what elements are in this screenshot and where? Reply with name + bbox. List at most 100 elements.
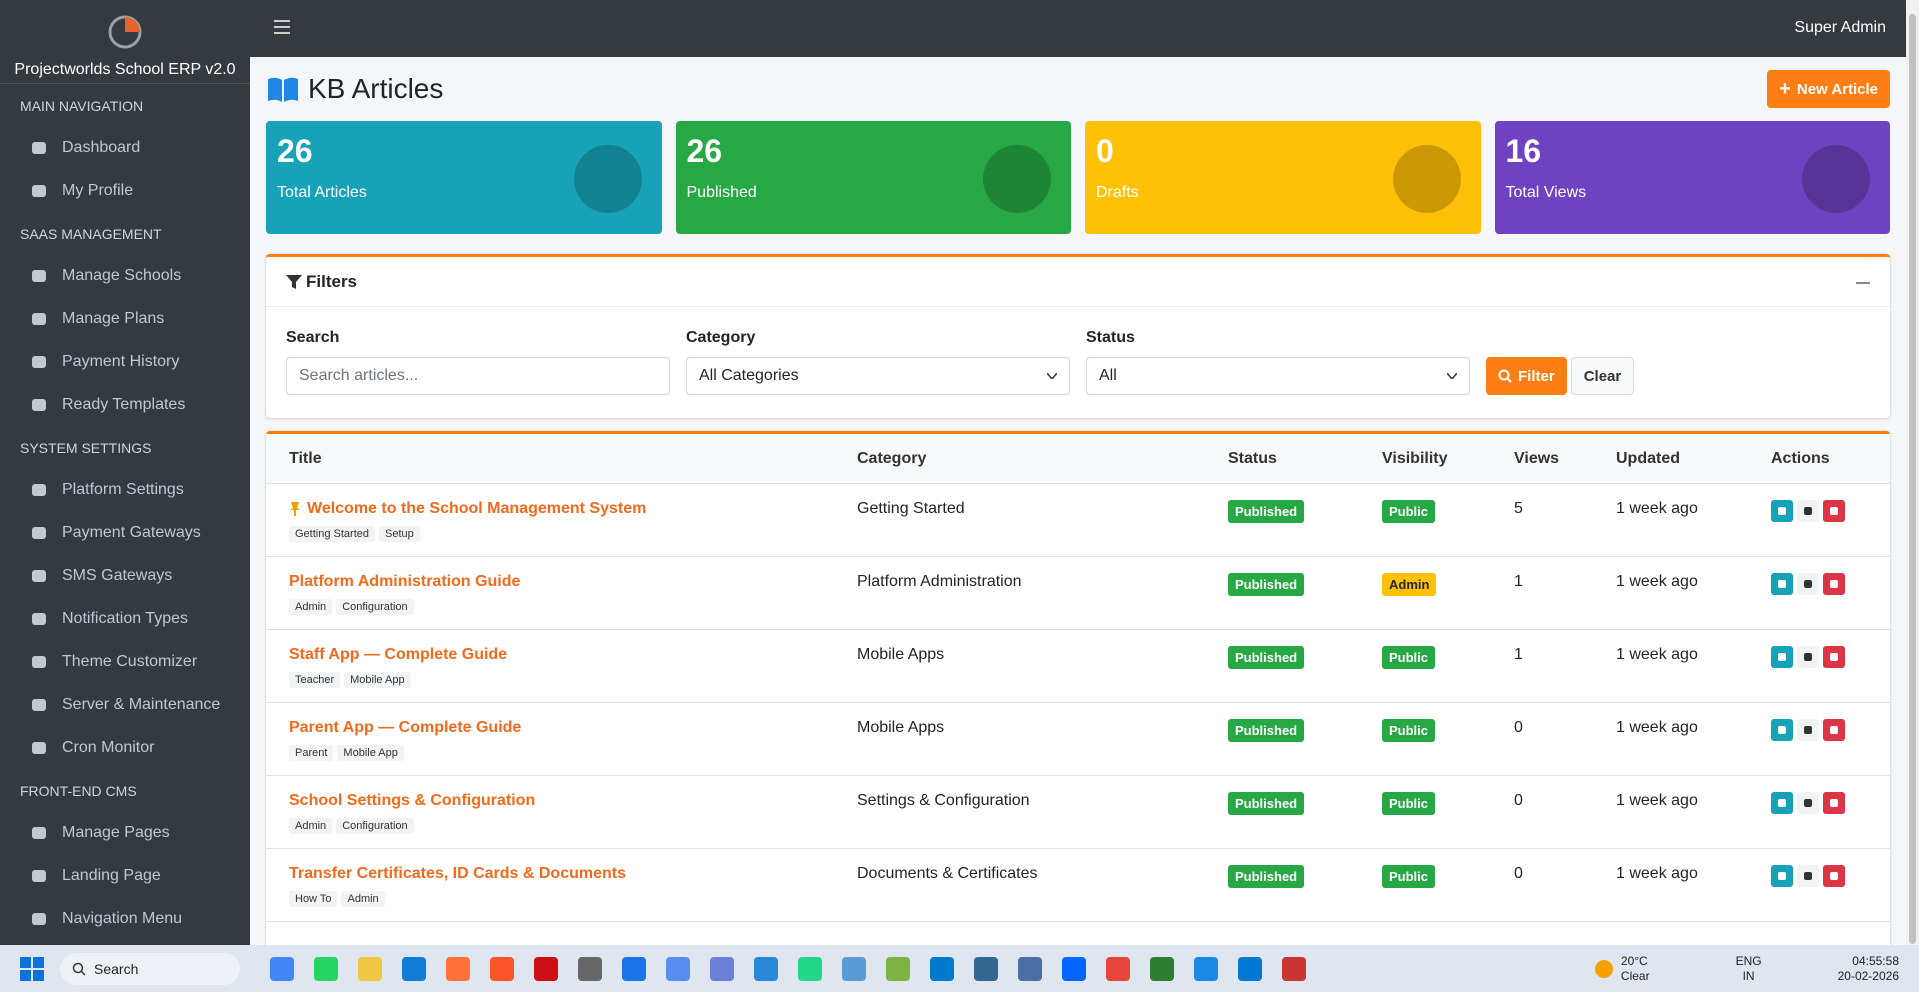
filter-icon	[286, 274, 302, 289]
app-icon[interactable]	[490, 956, 514, 981]
nav-icon	[32, 612, 46, 625]
article-title[interactable]: Platform Administration Guide	[289, 573, 857, 591]
app-icon[interactable]	[1062, 956, 1086, 981]
action-icon	[1804, 872, 1812, 880]
nav-label: Navigation Menu	[62, 909, 183, 927]
language[interactable]: ENG IN	[1736, 954, 1762, 984]
nav-item[interactable]: Manage Plans	[0, 297, 250, 340]
views: 0	[1514, 792, 1523, 809]
nav-item[interactable]: My Profile	[0, 169, 250, 212]
view-button[interactable]	[1797, 500, 1819, 522]
nav-item[interactable]: Notification Types	[0, 597, 250, 640]
app-icon[interactable]	[1194, 956, 1218, 981]
article-title[interactable]: School Settings & Configuration	[289, 792, 857, 810]
menu-toggle[interactable]	[274, 20, 290, 34]
app-icon[interactable]	[446, 956, 470, 981]
delete-button[interactable]	[1823, 865, 1845, 887]
view-button[interactable]	[1797, 865, 1819, 887]
icon-shape	[32, 741, 46, 754]
actions	[1771, 792, 1890, 848]
app-icon[interactable]	[1018, 956, 1042, 981]
filter-button[interactable]: Filter	[1486, 357, 1567, 395]
clock[interactable]: 04:55:58 20-02-2026	[1838, 954, 1899, 984]
column-header: Visibility	[1382, 449, 1448, 467]
app-icon[interactable]	[578, 956, 602, 981]
weather[interactable]: 20°C Clear	[1593, 954, 1650, 984]
clear-button[interactable]: Clear	[1570, 357, 1635, 395]
status-select[interactable]: All	[1086, 357, 1470, 395]
app-icon[interactable]	[622, 956, 646, 981]
tag: Mobile App	[337, 745, 404, 761]
edit-button[interactable]	[1771, 719, 1793, 741]
edit-button[interactable]	[1771, 646, 1793, 668]
edit-button[interactable]	[1771, 792, 1793, 814]
app-icon[interactable]	[358, 956, 382, 981]
nav-item[interactable]: Landing Page	[0, 854, 250, 897]
view-button[interactable]	[1797, 719, 1819, 741]
new-article-button[interactable]: + New Article	[1767, 70, 1890, 108]
nav-item[interactable]: Payment History	[0, 340, 250, 383]
tag: Teacher	[289, 672, 341, 688]
nav-item[interactable]: SMS Gateways	[0, 554, 250, 597]
article-title[interactable]: Staff App — Complete Guide	[289, 646, 857, 664]
nav-item[interactable]: Manage Pages	[0, 811, 250, 854]
view-button[interactable]	[1797, 573, 1819, 595]
edit-button[interactable]	[1771, 500, 1793, 522]
nav-item[interactable]: Ready Templates	[0, 383, 250, 426]
edit-button[interactable]	[1771, 865, 1793, 887]
delete-button[interactable]	[1823, 646, 1845, 668]
nav-item[interactable]: Theme Customizer	[0, 640, 250, 683]
brand[interactable]: Projectworlds School ERP v2.0	[0, 0, 250, 84]
delete-button[interactable]	[1823, 573, 1845, 595]
nav-item[interactable]: Platform Settings	[0, 468, 250, 511]
updated: 1 week ago	[1616, 573, 1698, 590]
app-icon[interactable]	[710, 956, 734, 981]
status-badge: Published	[1228, 646, 1305, 669]
delete-button[interactable]	[1823, 500, 1845, 522]
article-title[interactable]: Transfer Certificates, ID Cards & Docume…	[289, 865, 857, 883]
edit-button[interactable]	[1771, 573, 1793, 595]
taskbar-search[interactable]: Search	[60, 952, 240, 985]
article-title[interactable]: Welcome to the School Management System	[289, 500, 857, 518]
status-cell: Published	[1228, 719, 1382, 775]
collapse-button[interactable]	[1856, 275, 1870, 289]
delete-button[interactable]	[1823, 792, 1845, 814]
nav-item[interactable]: Navigation Menu	[0, 897, 250, 940]
view-button[interactable]	[1797, 792, 1819, 814]
app-icon[interactable]	[886, 956, 910, 981]
app-icon[interactable]	[270, 956, 294, 981]
app-icon[interactable]	[842, 956, 866, 981]
app-icon[interactable]	[402, 956, 426, 981]
nav-label: Cron Monitor	[62, 738, 155, 756]
app-icon[interactable]	[798, 956, 822, 981]
app-icon[interactable]	[1150, 956, 1174, 981]
scroll-thumb[interactable]	[1909, 14, 1916, 944]
user-name[interactable]: Super Admin	[1794, 19, 1886, 36]
app-icon[interactable]	[974, 956, 998, 981]
category-select[interactable]: All Categories	[686, 357, 1070, 395]
delete-button[interactable]	[1823, 719, 1845, 741]
visibility-cell: Admin	[1382, 573, 1514, 629]
app-icon[interactable]	[1106, 956, 1130, 981]
article-title[interactable]: Parent App — Complete Guide	[289, 719, 857, 737]
nav-item[interactable]: Cron Monitor	[0, 726, 250, 769]
app-icon[interactable]	[314, 956, 338, 981]
app-icon[interactable]	[930, 956, 954, 981]
app-icon[interactable]	[666, 956, 690, 981]
app-icon[interactable]	[1282, 956, 1306, 981]
search-input[interactable]: Search articles...	[286, 357, 670, 395]
app-icon[interactable]	[754, 956, 778, 981]
nav-item[interactable]: Server & Maintenance	[0, 683, 250, 726]
nav-item[interactable]: Manage Schools	[0, 254, 250, 297]
app-icon[interactable]	[534, 956, 558, 981]
column-header: Actions	[1771, 449, 1830, 467]
nav-section-title: SYSTEM SETTINGS	[20, 440, 152, 456]
views: 0	[1514, 865, 1523, 882]
nav-item[interactable]: Dashboard	[0, 126, 250, 169]
start-button[interactable]	[20, 956, 44, 981]
view-button[interactable]	[1797, 646, 1819, 668]
stat-value: 26	[686, 133, 723, 169]
app-icon[interactable]	[1238, 956, 1262, 981]
nav-item[interactable]: Payment Gateways	[0, 511, 250, 554]
scrollbar[interactable]	[1906, 0, 1919, 945]
